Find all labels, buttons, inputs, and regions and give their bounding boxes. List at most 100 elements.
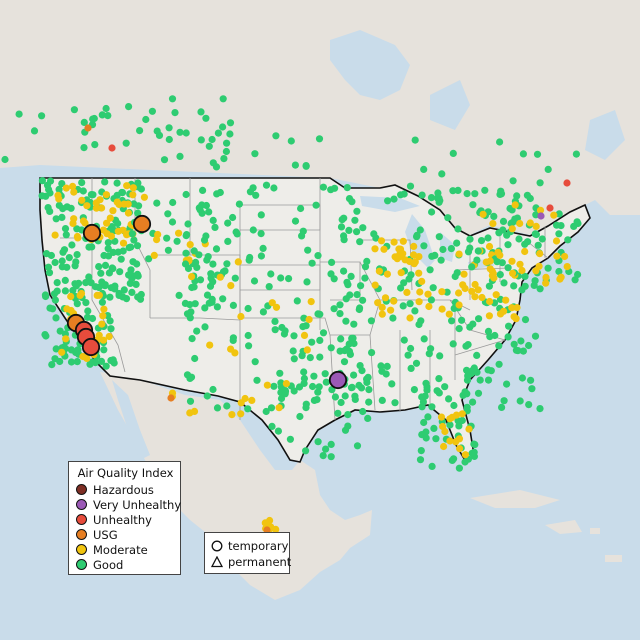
monitor-marker <box>452 411 461 419</box>
monitor-marker <box>455 301 463 309</box>
monitor-marker <box>451 272 459 281</box>
monitor-marker <box>101 261 110 269</box>
monitor-marker <box>70 188 78 196</box>
monitor-marker <box>444 214 452 222</box>
monitor-marker <box>527 376 535 384</box>
monitor-marker <box>99 226 107 234</box>
monitor-marker <box>303 278 311 286</box>
monitor-marker <box>458 410 466 418</box>
monitor-marker <box>133 260 141 268</box>
monitor-marker <box>132 280 140 288</box>
monitor-marker <box>443 288 451 296</box>
monitor-marker <box>387 306 395 314</box>
monitor-marker <box>534 241 542 249</box>
monitor-marker <box>98 278 106 286</box>
monitor-marker <box>404 351 412 359</box>
monitor-marker <box>203 392 211 400</box>
monitor-marker <box>164 210 172 218</box>
monitor-marker <box>120 286 128 294</box>
monitor-marker <box>564 236 572 244</box>
monitor-marker <box>140 193 148 201</box>
monitor-marker <box>516 219 524 228</box>
monitor-marker <box>486 265 494 273</box>
monitor-marker <box>546 204 554 212</box>
monitor-marker <box>128 288 136 296</box>
monitor-marker <box>38 177 47 185</box>
monitor-marker <box>572 150 581 158</box>
monitor-marker <box>44 263 53 271</box>
monitor-marker <box>438 288 446 296</box>
monitor-marker <box>490 212 498 220</box>
monitor-marker <box>418 191 426 199</box>
monitor-marker <box>195 204 203 212</box>
monitor-marker <box>299 323 307 331</box>
monitor-marker <box>463 190 471 198</box>
monitor-marker <box>257 252 265 260</box>
monitor-marker <box>290 332 298 340</box>
monitor-marker <box>213 303 221 311</box>
monitor-marker <box>417 447 425 455</box>
monitor-marker <box>209 385 217 394</box>
monitor-marker <box>513 192 521 200</box>
monitor-marker <box>52 215 60 223</box>
monitor-marker <box>473 351 481 359</box>
good-swatch <box>76 559 87 570</box>
monitor-marker <box>58 263 66 271</box>
monitor-marker <box>519 347 528 355</box>
monitor-marker <box>216 273 224 281</box>
monitor-marker <box>205 208 213 216</box>
monitor-marker <box>521 316 530 324</box>
monitor-marker <box>424 413 432 421</box>
monitor-marker <box>78 196 86 204</box>
monitor-marker <box>521 247 529 256</box>
monitor-marker <box>445 310 453 318</box>
monitor-marker <box>98 298 106 306</box>
monitor-marker <box>441 383 449 391</box>
monitor-marker <box>337 335 345 343</box>
monitor-marker <box>262 407 270 416</box>
monitor-marker <box>340 232 348 240</box>
monitor-marker <box>563 263 571 271</box>
monitor-marker <box>45 269 54 277</box>
monitor-marker <box>353 228 361 236</box>
monitor-marker <box>84 124 92 132</box>
monitor-marker <box>219 123 227 131</box>
legend-label: Good <box>93 557 124 572</box>
monitor-marker <box>233 230 241 238</box>
monitor-marker <box>426 266 434 274</box>
monitor-marker <box>58 213 66 221</box>
monitor-marker <box>345 347 354 355</box>
monitor-marker <box>300 331 309 339</box>
monitor-marker <box>450 455 458 463</box>
monitor-marker <box>188 335 196 343</box>
monitor-marker <box>71 280 79 288</box>
monitor-marker <box>313 396 321 404</box>
monitor-marker <box>465 425 473 433</box>
monitor-marker <box>407 364 415 372</box>
monitor-marker <box>327 440 335 448</box>
monitor-marker <box>377 237 386 245</box>
monitor-marker <box>452 438 460 446</box>
monitor-marker <box>469 398 477 406</box>
monitor-marker <box>438 170 446 178</box>
monitor-marker <box>193 263 201 271</box>
monitor-marker <box>525 341 533 350</box>
monitor-marker <box>207 274 215 282</box>
monitor-marker <box>123 231 131 239</box>
monitor-marker <box>356 238 364 246</box>
monitor-marker <box>196 276 205 284</box>
monitor-marker <box>295 383 304 391</box>
monitor-marker <box>117 255 125 263</box>
monitor-marker <box>62 184 70 192</box>
monitor-marker <box>208 135 216 144</box>
monitor-marker <box>74 234 82 242</box>
monitor-marker <box>400 336 408 344</box>
monitor-marker <box>114 227 122 235</box>
monitor-marker <box>504 264 512 272</box>
monitor-marker <box>69 182 77 190</box>
monitor-marker <box>319 183 327 191</box>
monitor-marker <box>107 325 115 333</box>
monitor-marker <box>389 314 397 322</box>
monitor-marker <box>508 257 516 265</box>
monitor-marker <box>282 380 290 388</box>
